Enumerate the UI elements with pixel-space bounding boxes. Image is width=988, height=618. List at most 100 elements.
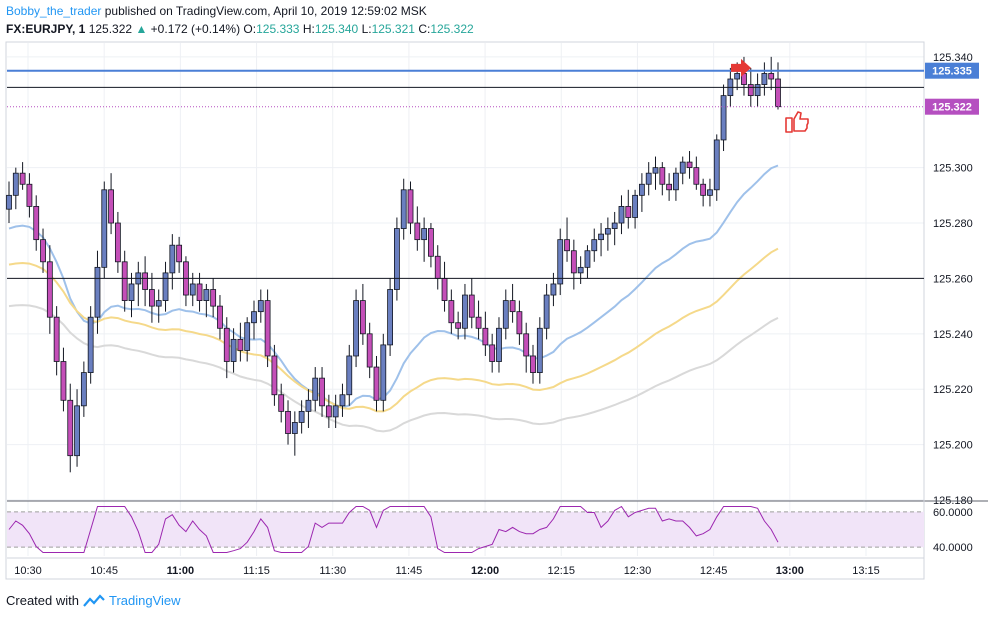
candle-body — [434, 255, 441, 279]
candle-body — [312, 377, 319, 401]
candle-body — [87, 316, 94, 373]
moving-average-line — [8, 164, 779, 409]
candle-body — [734, 73, 741, 80]
candle-body — [659, 167, 666, 185]
candle-body — [80, 372, 87, 407]
candle-body — [60, 361, 67, 401]
tradingview-logo-icon — [83, 593, 105, 607]
candle-body — [46, 261, 53, 318]
candle-body — [162, 272, 169, 301]
candle-body — [101, 189, 108, 268]
candle-body — [455, 322, 462, 329]
x-tick-label: 13:00 — [776, 565, 804, 577]
candle-body — [700, 183, 707, 196]
candle-body — [496, 327, 502, 362]
candle-body — [108, 189, 114, 224]
candle-body — [652, 167, 659, 174]
candle-body — [257, 300, 264, 313]
candle-body — [564, 239, 570, 252]
candle-body — [12, 172, 19, 196]
candle-body — [604, 228, 611, 235]
high-value: 125.340 — [314, 22, 359, 36]
candle-body — [400, 189, 407, 229]
candle-body — [625, 206, 632, 218]
last-price: 125.322 — [88, 22, 133, 36]
open-label: O: — [243, 22, 257, 36]
created-with-text: Created with — [6, 593, 79, 608]
candle-body — [223, 327, 230, 362]
x-tick-label: 12:30 — [624, 565, 652, 577]
candle-body — [26, 183, 33, 207]
candle-body — [251, 311, 257, 324]
candle-body — [278, 394, 285, 412]
author-link[interactable]: Bobby_the_trader — [6, 4, 102, 18]
candle-body — [632, 194, 638, 218]
candle-body — [775, 78, 781, 108]
candle-body — [713, 139, 720, 191]
candle-body — [121, 261, 128, 301]
candle-body — [543, 294, 550, 329]
low-value: 125.321 — [371, 22, 415, 36]
candle-body — [673, 172, 679, 191]
candle-body — [128, 283, 135, 301]
y-tick-label: 125.240 — [933, 329, 973, 341]
y-tick-label: 125.340 — [933, 52, 973, 64]
y-tick-label: 125.260 — [933, 273, 973, 285]
candle-body — [645, 172, 652, 185]
candle-body — [462, 294, 468, 329]
candle-body — [40, 239, 46, 263]
candle-body — [468, 294, 475, 318]
candle-body — [768, 73, 775, 80]
candle-body — [516, 311, 523, 335]
candle-body — [217, 305, 223, 329]
y-tick-label: 125.300 — [933, 163, 973, 175]
close-label: C: — [418, 22, 431, 36]
candle-body — [686, 161, 693, 169]
rsi-line — [8, 505, 779, 553]
candle-body — [291, 422, 298, 434]
rsi-band — [7, 511, 924, 548]
candle-body — [346, 355, 353, 396]
candle-body — [509, 300, 516, 313]
candle-body — [332, 405, 339, 418]
candle-body — [387, 289, 393, 346]
candle-body — [169, 244, 176, 274]
candle-body — [6, 194, 12, 210]
publish-header: Bobby_the_trader published on TradingVie… — [6, 4, 427, 18]
candle-body — [482, 327, 489, 346]
candle-body — [210, 289, 217, 307]
candle-body — [720, 95, 727, 141]
candle-body — [489, 344, 496, 362]
y-tick-label: 125.200 — [933, 440, 973, 452]
x-tick-label: 11:00 — [167, 565, 195, 577]
candle-body — [611, 222, 618, 229]
candle-body — [176, 244, 183, 263]
candle-body — [666, 183, 673, 191]
candle-body — [244, 322, 251, 351]
candle-body — [502, 300, 509, 329]
price-tag-blue-label: 125.335 — [932, 66, 972, 78]
candle-body — [142, 272, 149, 290]
symbol-label: FX:EURJPY, 1 — [6, 22, 86, 36]
moving-average-line — [8, 304, 779, 433]
candle-body — [428, 228, 434, 257]
candle-body — [523, 333, 530, 357]
red-right-arrow-icon — [731, 58, 751, 77]
candle-body — [298, 410, 305, 423]
tradingview-brand[interactable]: TradingView — [108, 593, 181, 608]
candle-body — [155, 300, 162, 307]
candle-body — [33, 206, 40, 241]
candle-body — [94, 266, 101, 318]
published-text: published on TradingView.com, April 10, … — [104, 4, 427, 18]
candle-body — [530, 355, 536, 373]
candle-body — [114, 222, 121, 263]
candle-body — [761, 73, 768, 85]
open-value: 125.333 — [256, 22, 300, 36]
candle-body — [230, 338, 237, 362]
x-tick-label: 11:45 — [396, 565, 423, 577]
x-tick-label: 11:15 — [243, 565, 270, 577]
price-tag-last — [925, 98, 979, 115]
candle-body — [359, 300, 366, 335]
candle-body — [366, 333, 373, 368]
